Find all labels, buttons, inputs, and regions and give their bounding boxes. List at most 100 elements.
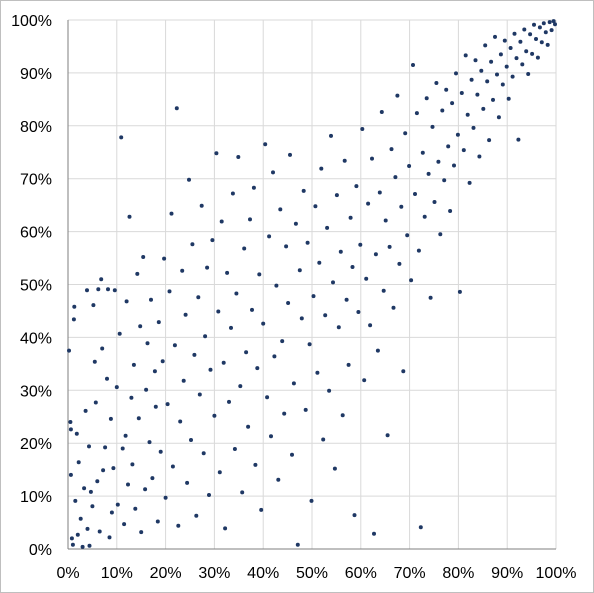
scatter-point <box>354 184 359 189</box>
scatter-point <box>111 466 116 471</box>
scatter-point <box>136 416 141 421</box>
scatter-point <box>238 384 243 389</box>
scatter-point <box>532 22 536 27</box>
scatter-point <box>187 177 191 182</box>
scatter-point <box>212 413 217 418</box>
scatter-point <box>508 46 513 50</box>
scatter-point <box>549 28 554 33</box>
scatter-point <box>325 225 330 230</box>
scatter-point <box>284 244 289 249</box>
scatter-point <box>446 144 451 149</box>
scatter-point <box>545 42 550 47</box>
scatter-point <box>124 299 129 304</box>
scatter-point <box>535 55 540 60</box>
scatter-point <box>170 464 175 469</box>
scatter-point <box>426 171 431 176</box>
scatter-point <box>543 30 548 35</box>
scatter-point <box>516 137 521 142</box>
scatter-point <box>192 352 197 357</box>
scatter-point <box>495 72 499 77</box>
scatter-point <box>414 111 419 116</box>
scatter-point <box>397 261 402 266</box>
scatter-point <box>251 185 256 190</box>
scatter-point <box>153 404 158 409</box>
scatter-point <box>253 462 258 467</box>
scatter-point <box>129 395 134 400</box>
scatter-point <box>169 211 174 216</box>
scatter-point <box>95 479 100 484</box>
scatter-point <box>389 147 394 152</box>
scatter-point <box>387 244 392 249</box>
scatter-point <box>450 101 455 106</box>
scatter-point <box>72 304 77 309</box>
scatter-point <box>539 40 544 45</box>
scatter-point <box>329 133 333 138</box>
scatter-point <box>174 106 179 111</box>
scatter-point <box>438 232 443 237</box>
scatter-point <box>295 542 300 547</box>
scatter-point <box>481 106 486 111</box>
scatter-point <box>344 297 349 302</box>
scatter-point <box>272 354 277 359</box>
scatter-point <box>225 270 230 275</box>
scatter-point <box>97 529 102 534</box>
scatter-point <box>393 175 398 180</box>
scatter-point <box>130 462 135 467</box>
scatter-point <box>530 51 535 56</box>
scatter-point <box>250 307 254 312</box>
scatter-point <box>471 125 476 130</box>
scatter-point <box>475 92 480 97</box>
scatter-point <box>101 468 106 473</box>
scatter-point <box>201 451 206 456</box>
y-tick-label: 30% <box>20 383 52 400</box>
scatter-point <box>147 440 152 445</box>
scatter-point <box>71 317 76 322</box>
scatter-point <box>271 170 275 175</box>
scatter-point <box>520 62 525 67</box>
scatter-point <box>377 190 382 195</box>
scatter-point <box>452 163 456 168</box>
scatter-point <box>440 108 445 113</box>
y-tick-labels: 0% 10% 20% 30% 40% 50% 60% 70% 80% 90% 100% <box>11 13 52 559</box>
scatter-point <box>208 367 213 372</box>
scatter-point <box>348 215 353 220</box>
scatter-point <box>189 438 193 442</box>
scatter-point <box>205 265 210 270</box>
scatter-point <box>305 240 310 245</box>
x-tick-label: 30% <box>198 565 230 582</box>
scatter-point <box>467 180 472 185</box>
scatter-point <box>299 316 304 321</box>
scatter-point <box>261 321 266 326</box>
scatter-point <box>356 310 361 314</box>
scatter-point <box>85 526 90 531</box>
scatter-point <box>172 343 177 348</box>
scatter-point <box>207 493 211 497</box>
scatter-point <box>112 288 117 293</box>
scatter-point <box>340 413 345 418</box>
scatter-point <box>418 525 423 530</box>
axis-lines <box>67 20 556 550</box>
scatter-point <box>366 201 371 206</box>
scatter-point <box>407 164 412 168</box>
scatter-point <box>158 449 163 454</box>
scatter-point <box>68 427 73 432</box>
scatter-point <box>83 408 88 413</box>
x-tick-label: 20% <box>150 565 182 582</box>
scatter-point <box>372 531 376 536</box>
scatter-point <box>257 272 262 277</box>
scatter-point <box>444 87 449 92</box>
scatter-point <box>537 25 542 30</box>
scatter-point <box>143 487 148 492</box>
scatter-point <box>522 27 527 32</box>
scatter-point <box>360 127 365 131</box>
scatter-point <box>162 256 167 261</box>
scatter-point <box>100 346 105 351</box>
x-tick-label: 10% <box>101 565 133 582</box>
scatter-point <box>461 148 466 153</box>
scatter-point <box>150 476 155 481</box>
scatter-point <box>141 255 146 259</box>
scatter-point <box>370 156 374 161</box>
scatter-point <box>551 19 556 24</box>
scatter-point <box>67 348 71 353</box>
scatter-point <box>80 544 85 549</box>
